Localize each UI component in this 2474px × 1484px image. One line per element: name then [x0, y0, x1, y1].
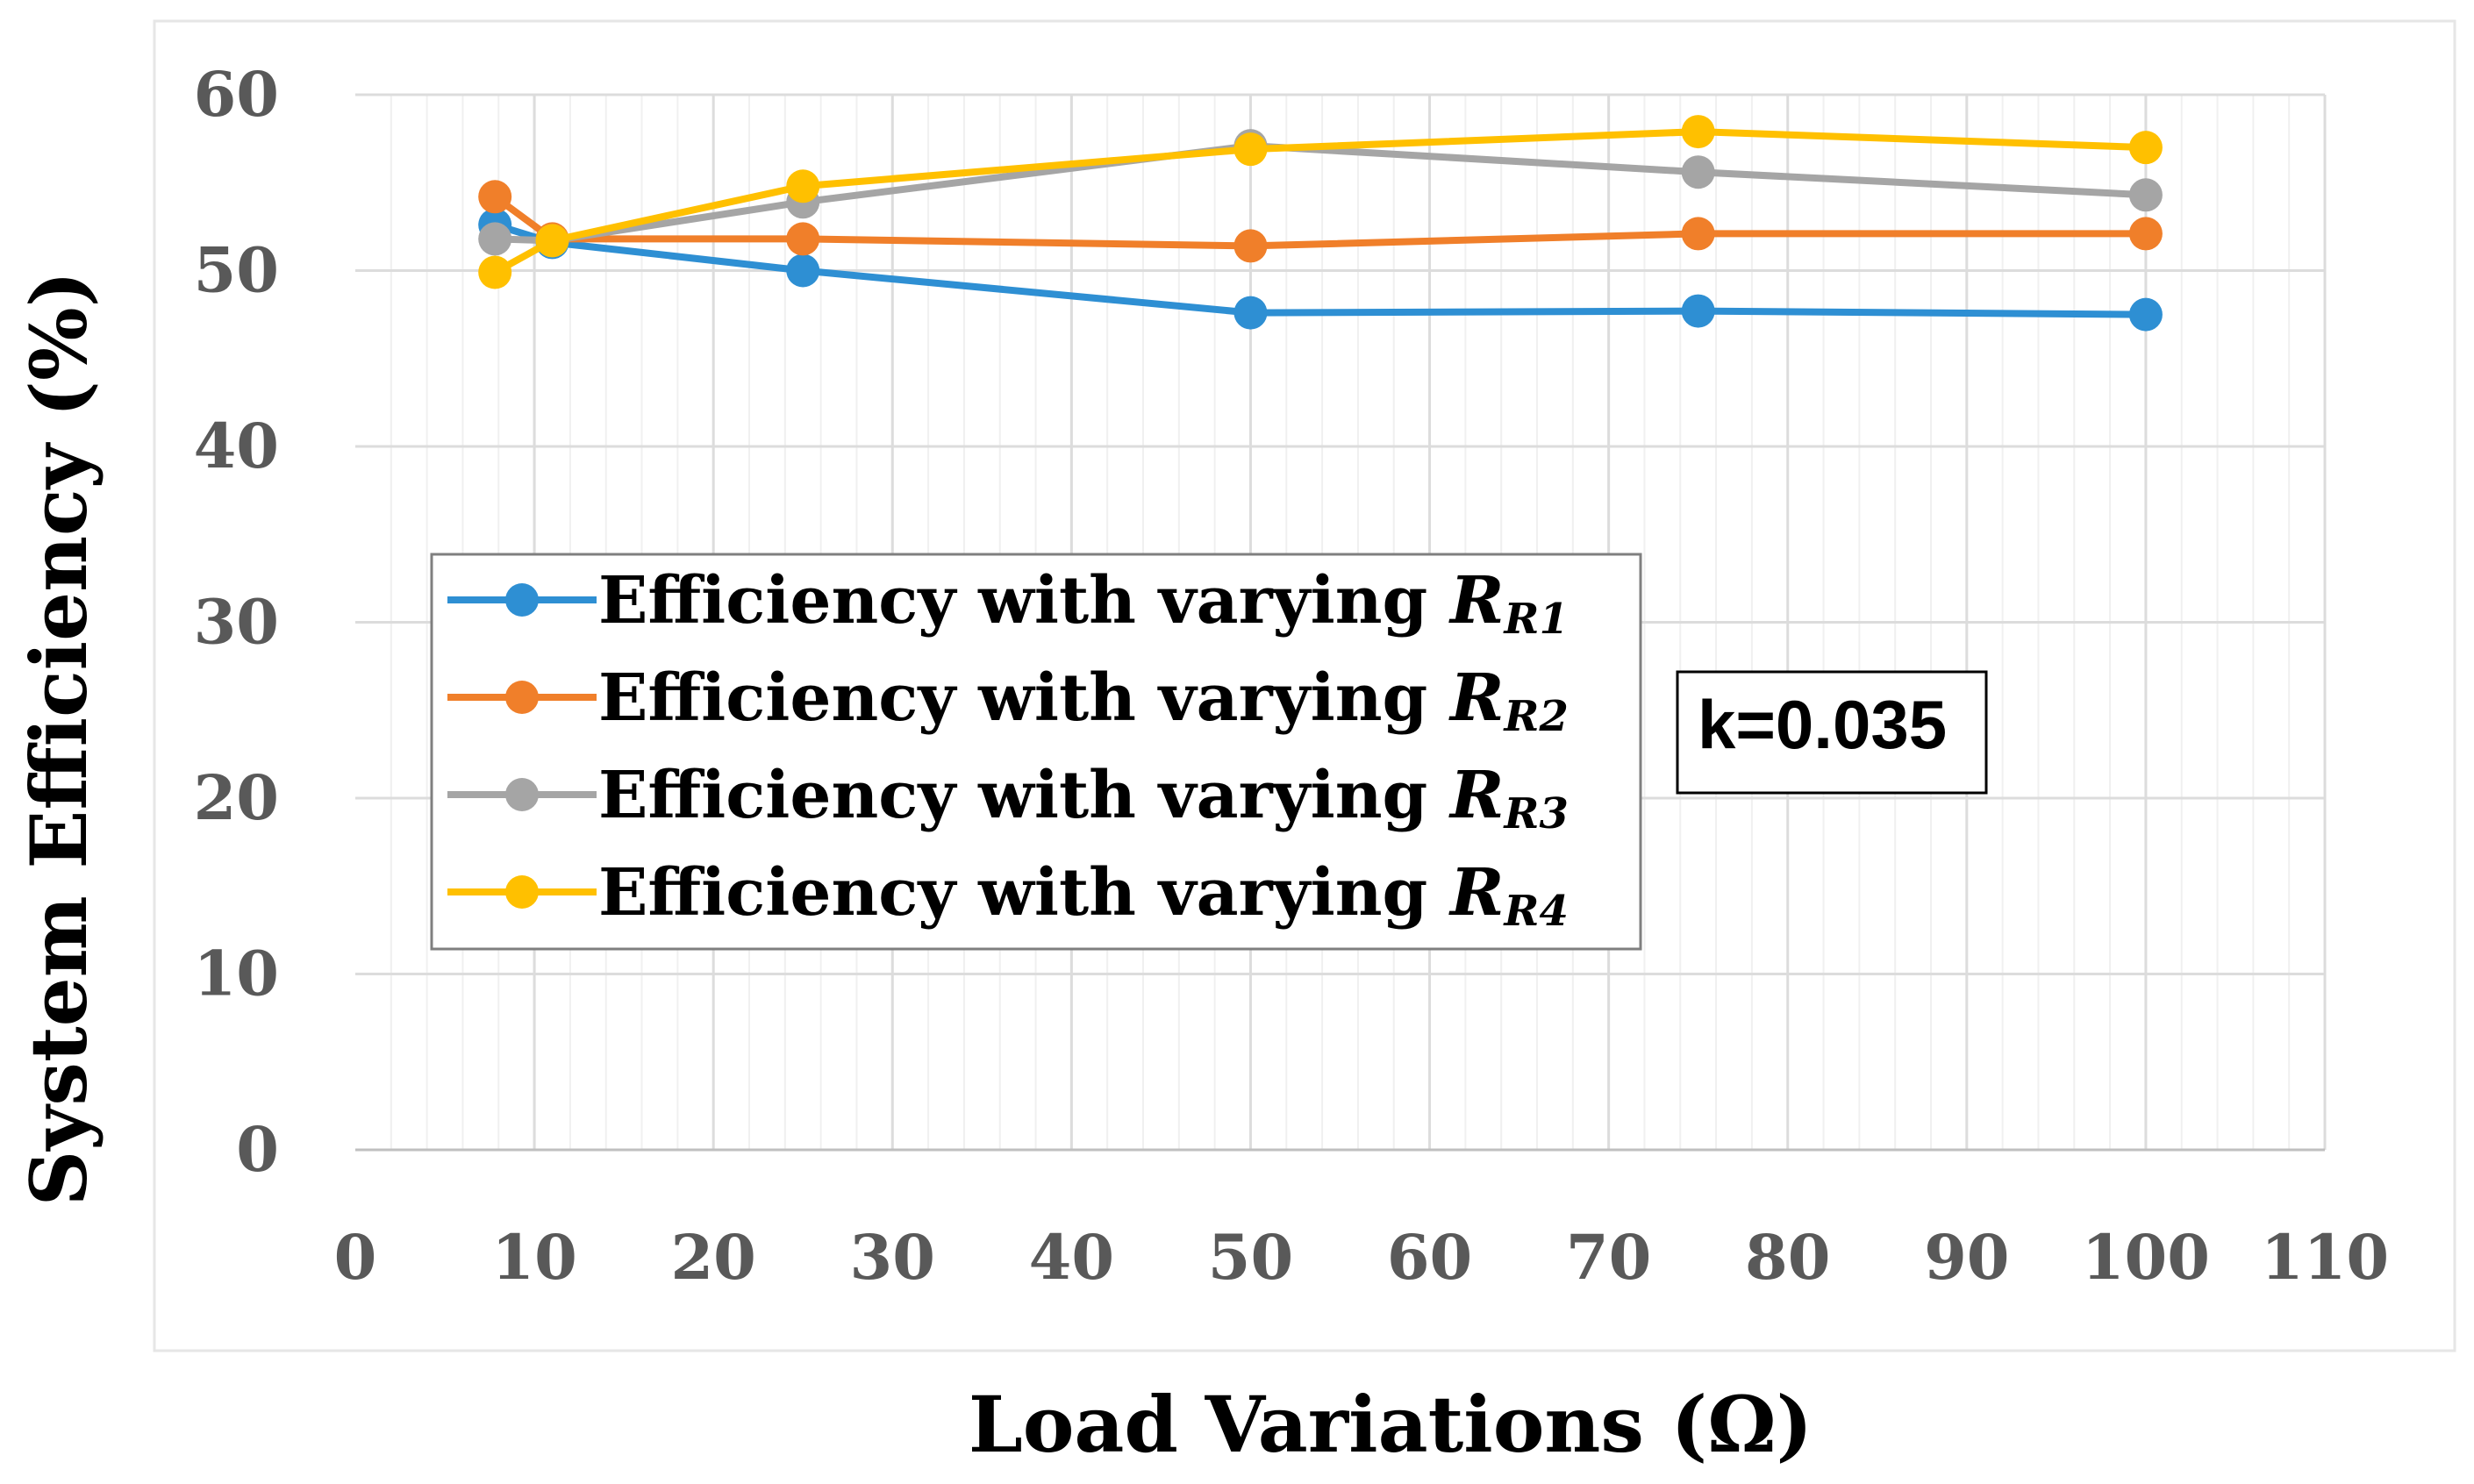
- data-point: [535, 224, 569, 258]
- legend-subscript: R4: [1503, 887, 1569, 936]
- x-tick-label: 90: [1924, 1221, 2009, 1294]
- legend-label: Efficiency with varying RR1: [598, 563, 1569, 644]
- data-point: [2128, 217, 2163, 251]
- legend-r-symbol: R: [1448, 660, 1505, 736]
- annotation-frame: [1676, 670, 1988, 795]
- y-tick-labels: 0 10 20 30 40 50 60: [194, 58, 279, 1186]
- x-tick-label: 80: [1745, 1221, 1830, 1294]
- legend-marker: [505, 583, 539, 617]
- y-tick-label: 50: [194, 234, 279, 307]
- legend-marker: [505, 778, 539, 811]
- legend: Efficiency with varying RR1 Efficiency wi…: [430, 553, 1642, 951]
- data-point: [1681, 217, 1715, 251]
- annotation-box: k=0.035: [1676, 670, 1988, 795]
- legend-subscript: R2: [1503, 692, 1569, 741]
- x-tick-label: 100: [2082, 1221, 2210, 1294]
- x-tick-label: 110: [2261, 1221, 2389, 1294]
- legend-label: Efficiency with varying RR3: [598, 758, 1569, 838]
- x-tick-label: 60: [1387, 1221, 1472, 1294]
- legend-r-symbol: R: [1448, 563, 1505, 639]
- legend-subscript: R3: [1503, 789, 1569, 838]
- data-point: [1233, 132, 1268, 167]
- legend-r-symbol: R: [1448, 855, 1505, 931]
- y-axis-title: System Efficiency (%): [13, 271, 104, 1207]
- x-axis-title: Load Variations (Ω): [969, 1379, 1813, 1470]
- series-r4: [478, 115, 2163, 289]
- x-tick-label: 0: [334, 1221, 377, 1294]
- y-tick-label: 0: [236, 1113, 279, 1186]
- x-tick-label: 30: [850, 1221, 935, 1294]
- y-tick-label: 60: [194, 58, 279, 131]
- data-point: [478, 180, 512, 214]
- legend-marker: [505, 681, 539, 714]
- data-point: [786, 169, 820, 203]
- data-point: [786, 253, 820, 288]
- x-tick-label: 20: [670, 1221, 755, 1294]
- data-point: [786, 222, 820, 256]
- data-point: [1681, 155, 1715, 189]
- y-tick-label: 20: [194, 761, 279, 834]
- y-tick-label: 40: [194, 410, 279, 482]
- data-point: [2128, 297, 2163, 332]
- data-point: [1681, 115, 1715, 149]
- annotation-text: k=0.035: [1698, 686, 1947, 763]
- data-point: [478, 255, 512, 289]
- x-tick-label: 50: [1208, 1221, 1293, 1294]
- data-point: [1681, 294, 1715, 328]
- data-point: [478, 222, 512, 256]
- data-point: [2128, 178, 2163, 212]
- data-point: [2128, 131, 2163, 165]
- y-tick-label: 30: [194, 586, 279, 659]
- x-tick-labels: 0 10 20 30 40 50 60 70 80 90 100 110: [334, 1221, 2389, 1294]
- legend-box: [430, 553, 1642, 951]
- legend-r-symbol: R: [1448, 758, 1505, 833]
- legend-subscript: R1: [1503, 595, 1569, 644]
- legend-marker: [505, 875, 539, 909]
- legend-label: Efficiency with varying RR2: [598, 660, 1569, 741]
- x-tick-label: 10: [491, 1221, 576, 1294]
- data-point: [1233, 229, 1268, 263]
- data-point: [1233, 296, 1268, 330]
- x-tick-label: 70: [1566, 1221, 1651, 1294]
- y-tick-label: 10: [194, 938, 279, 1010]
- x-tick-label: 40: [1029, 1221, 1114, 1294]
- series-layer: [478, 115, 2163, 332]
- legend-label: Efficiency with varying RR4: [598, 855, 1569, 936]
